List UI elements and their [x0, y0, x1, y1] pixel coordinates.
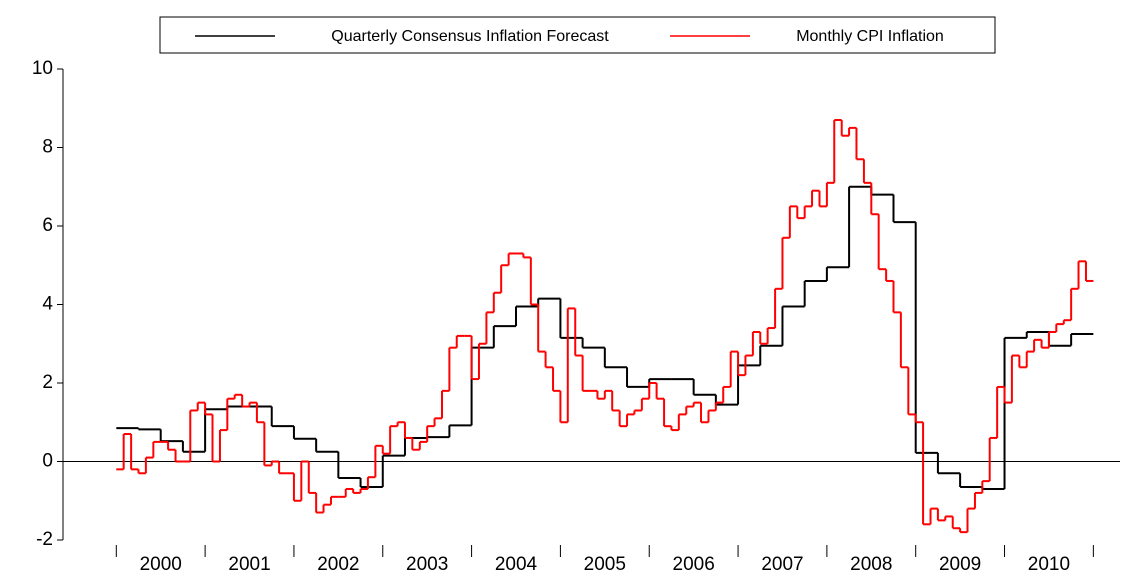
- series-line: [116, 185, 1094, 490]
- y-tick-label: 8: [42, 137, 53, 158]
- x-tick-label: 2000: [140, 554, 182, 575]
- legend-box: [159, 16, 996, 54]
- x-tick-label: 2010: [1028, 554, 1070, 575]
- x-tick-label: 2005: [584, 554, 626, 575]
- legend-label: Quarterly Consensus Inflation Forecast: [331, 28, 609, 45]
- x-tick-label: 2009: [939, 554, 981, 575]
- x-tick-label: 2004: [495, 554, 538, 575]
- series-line: [116, 119, 1094, 534]
- y-tick-label: 2: [42, 372, 53, 393]
- y-tick-label: 0: [42, 451, 53, 472]
- y-tick-label: 4: [42, 294, 53, 315]
- x-tick-label: 2001: [228, 554, 270, 575]
- y-tick-label: 10: [32, 58, 53, 79]
- x-tick-label: 2006: [673, 554, 715, 575]
- y-tick-label: -2: [36, 529, 53, 550]
- x-tick-label: 2002: [317, 554, 359, 575]
- legend: Quarterly Consensus Inflation Forecast Mo…: [159, 16, 996, 54]
- x-tick-label: 2007: [761, 554, 803, 575]
- x-tick-label: 2008: [850, 554, 892, 575]
- legend-label: Monthly CPI Inflation: [796, 28, 944, 45]
- x-tick-label: 2003: [406, 554, 448, 575]
- y-tick-label: 6: [42, 215, 53, 236]
